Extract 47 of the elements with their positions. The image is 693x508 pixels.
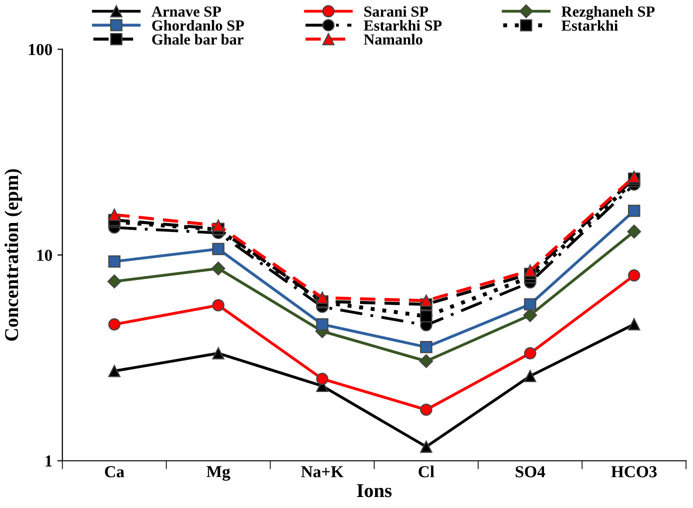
point (316, 372, 328, 385)
point (524, 298, 536, 310)
legend-label: Arnave SP (152, 6, 222, 17)
point (212, 299, 224, 312)
legend-label: Sarani SP (364, 6, 428, 17)
point (108, 255, 120, 268)
x-tick-label: SO4 (516, 466, 546, 478)
point (628, 269, 640, 282)
point (108, 364, 120, 378)
point (108, 318, 120, 331)
legend-label: Estarkhi SP (364, 20, 442, 31)
point (316, 292, 328, 304)
x-tick-label: Ca (104, 466, 124, 478)
point (628, 204, 640, 217)
point (627, 224, 642, 239)
y-tick-label: 100 (28, 44, 52, 56)
point (524, 370, 536, 382)
legend-label: Rezghaneh SP (562, 6, 655, 20)
legend-label: Estarkhi (562, 20, 618, 31)
point (420, 440, 432, 453)
point (419, 354, 434, 368)
point (524, 264, 536, 277)
point (420, 340, 432, 354)
point (420, 310, 432, 322)
point (107, 274, 122, 288)
point (420, 294, 432, 307)
x-tick-label: HCO3 (611, 466, 657, 478)
point (211, 262, 226, 276)
x-tick-label: Mg (206, 466, 230, 481)
point (523, 308, 538, 322)
point (212, 219, 224, 232)
legend-label: Namanlo (364, 34, 422, 45)
point (420, 404, 432, 416)
x-axis-title: Ions (357, 484, 392, 498)
point (212, 242, 224, 256)
x-tick-label: Na+K (301, 466, 344, 478)
x-tick-label: Cl (418, 466, 434, 478)
legend-label: Ghale bar bar (152, 34, 244, 45)
legend-label: Ghordanlo SP (152, 20, 244, 31)
point (524, 347, 536, 360)
point (628, 318, 640, 330)
point (108, 208, 120, 221)
point (212, 347, 224, 360)
y-axis-title: Concentration (epm) (4, 169, 22, 341)
y-tick-label: 1 (46, 456, 52, 467)
point (316, 318, 328, 331)
y-tick-label: 10 (37, 250, 52, 261)
